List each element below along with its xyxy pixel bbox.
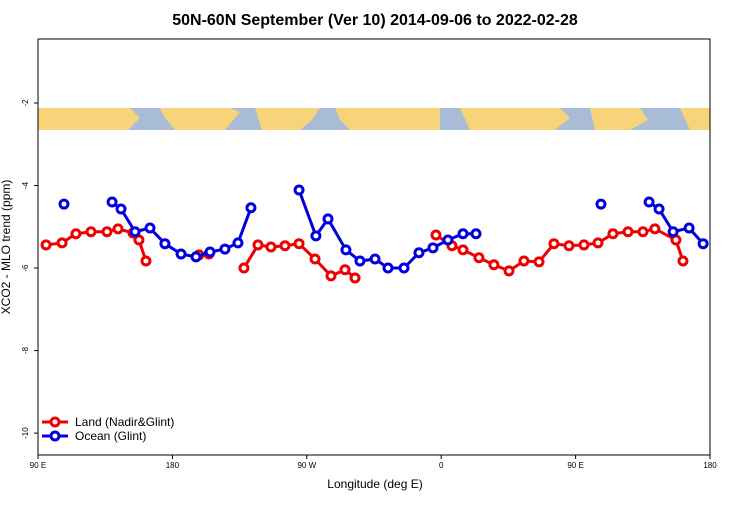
point	[354, 255, 366, 267]
point	[133, 234, 145, 246]
point	[309, 253, 321, 265]
point	[279, 240, 291, 252]
point	[578, 239, 590, 251]
point	[442, 234, 454, 246]
point	[175, 248, 187, 260]
point	[457, 244, 469, 256]
point	[595, 198, 607, 210]
point	[325, 270, 337, 282]
point	[369, 253, 381, 265]
point	[677, 255, 689, 267]
point	[265, 241, 277, 253]
legend-label: Land (Nadir&Glint)	[75, 415, 174, 429]
point	[653, 203, 665, 215]
y-tick-label: -4	[21, 181, 30, 189]
y-tick-label: -8	[21, 346, 30, 354]
x-tick-label: 90 W	[297, 461, 316, 470]
point	[190, 251, 202, 263]
legend-label: Ocean (Glint)	[75, 429, 146, 443]
point	[563, 240, 575, 252]
point	[204, 246, 216, 258]
point	[427, 242, 439, 254]
y-tick-label: -2	[21, 99, 30, 107]
x-tick-label: 90 E	[567, 461, 583, 470]
point	[518, 255, 530, 267]
point	[473, 252, 485, 264]
plot-frame	[37, 38, 711, 456]
legend-marker	[49, 430, 61, 442]
point	[637, 226, 649, 238]
point	[533, 256, 545, 268]
point	[129, 226, 141, 238]
x-tick-label: 90 E	[30, 461, 46, 470]
y-tick-label: -10	[21, 427, 30, 439]
point	[683, 222, 695, 234]
y-axis-label: XCO2 - MLO trend (ppm)	[0, 180, 13, 315]
point	[293, 238, 305, 250]
point	[245, 202, 257, 214]
point	[252, 239, 264, 251]
point	[40, 239, 52, 251]
point	[112, 223, 124, 235]
point	[457, 228, 469, 240]
point	[340, 244, 352, 256]
point	[322, 213, 334, 225]
point	[85, 226, 97, 238]
point	[488, 259, 500, 271]
x-axis-label: Longitude (deg E)	[327, 477, 422, 491]
point	[643, 196, 655, 208]
chart-title: 50N-60N September (Ver 10) 2014-09-06 to…	[172, 12, 578, 29]
point	[649, 223, 661, 235]
point	[667, 226, 679, 238]
point	[622, 226, 634, 238]
point	[349, 272, 361, 284]
point	[382, 262, 394, 274]
x-tick-label: 0	[439, 461, 444, 470]
x-tick-label: 180	[703, 461, 717, 470]
point	[101, 226, 113, 238]
point	[310, 230, 322, 242]
point	[106, 196, 118, 208]
point	[470, 228, 482, 240]
point	[413, 247, 425, 259]
point	[58, 198, 70, 210]
point	[430, 229, 442, 241]
point	[56, 237, 68, 249]
x-tick-label: 180	[166, 461, 180, 470]
point	[219, 243, 231, 255]
map-band	[38, 108, 710, 130]
legend-marker	[49, 416, 61, 428]
point	[607, 228, 619, 240]
point	[159, 238, 171, 250]
point	[144, 222, 156, 234]
point	[548, 238, 560, 250]
point	[70, 228, 82, 240]
point	[339, 264, 351, 276]
y-tick-label: -6	[21, 264, 30, 272]
point	[115, 203, 127, 215]
point	[503, 265, 515, 277]
point	[697, 238, 709, 250]
point	[140, 255, 152, 267]
point	[238, 262, 250, 274]
point	[592, 237, 604, 249]
point	[398, 262, 410, 274]
point	[232, 237, 244, 249]
point	[293, 184, 305, 196]
